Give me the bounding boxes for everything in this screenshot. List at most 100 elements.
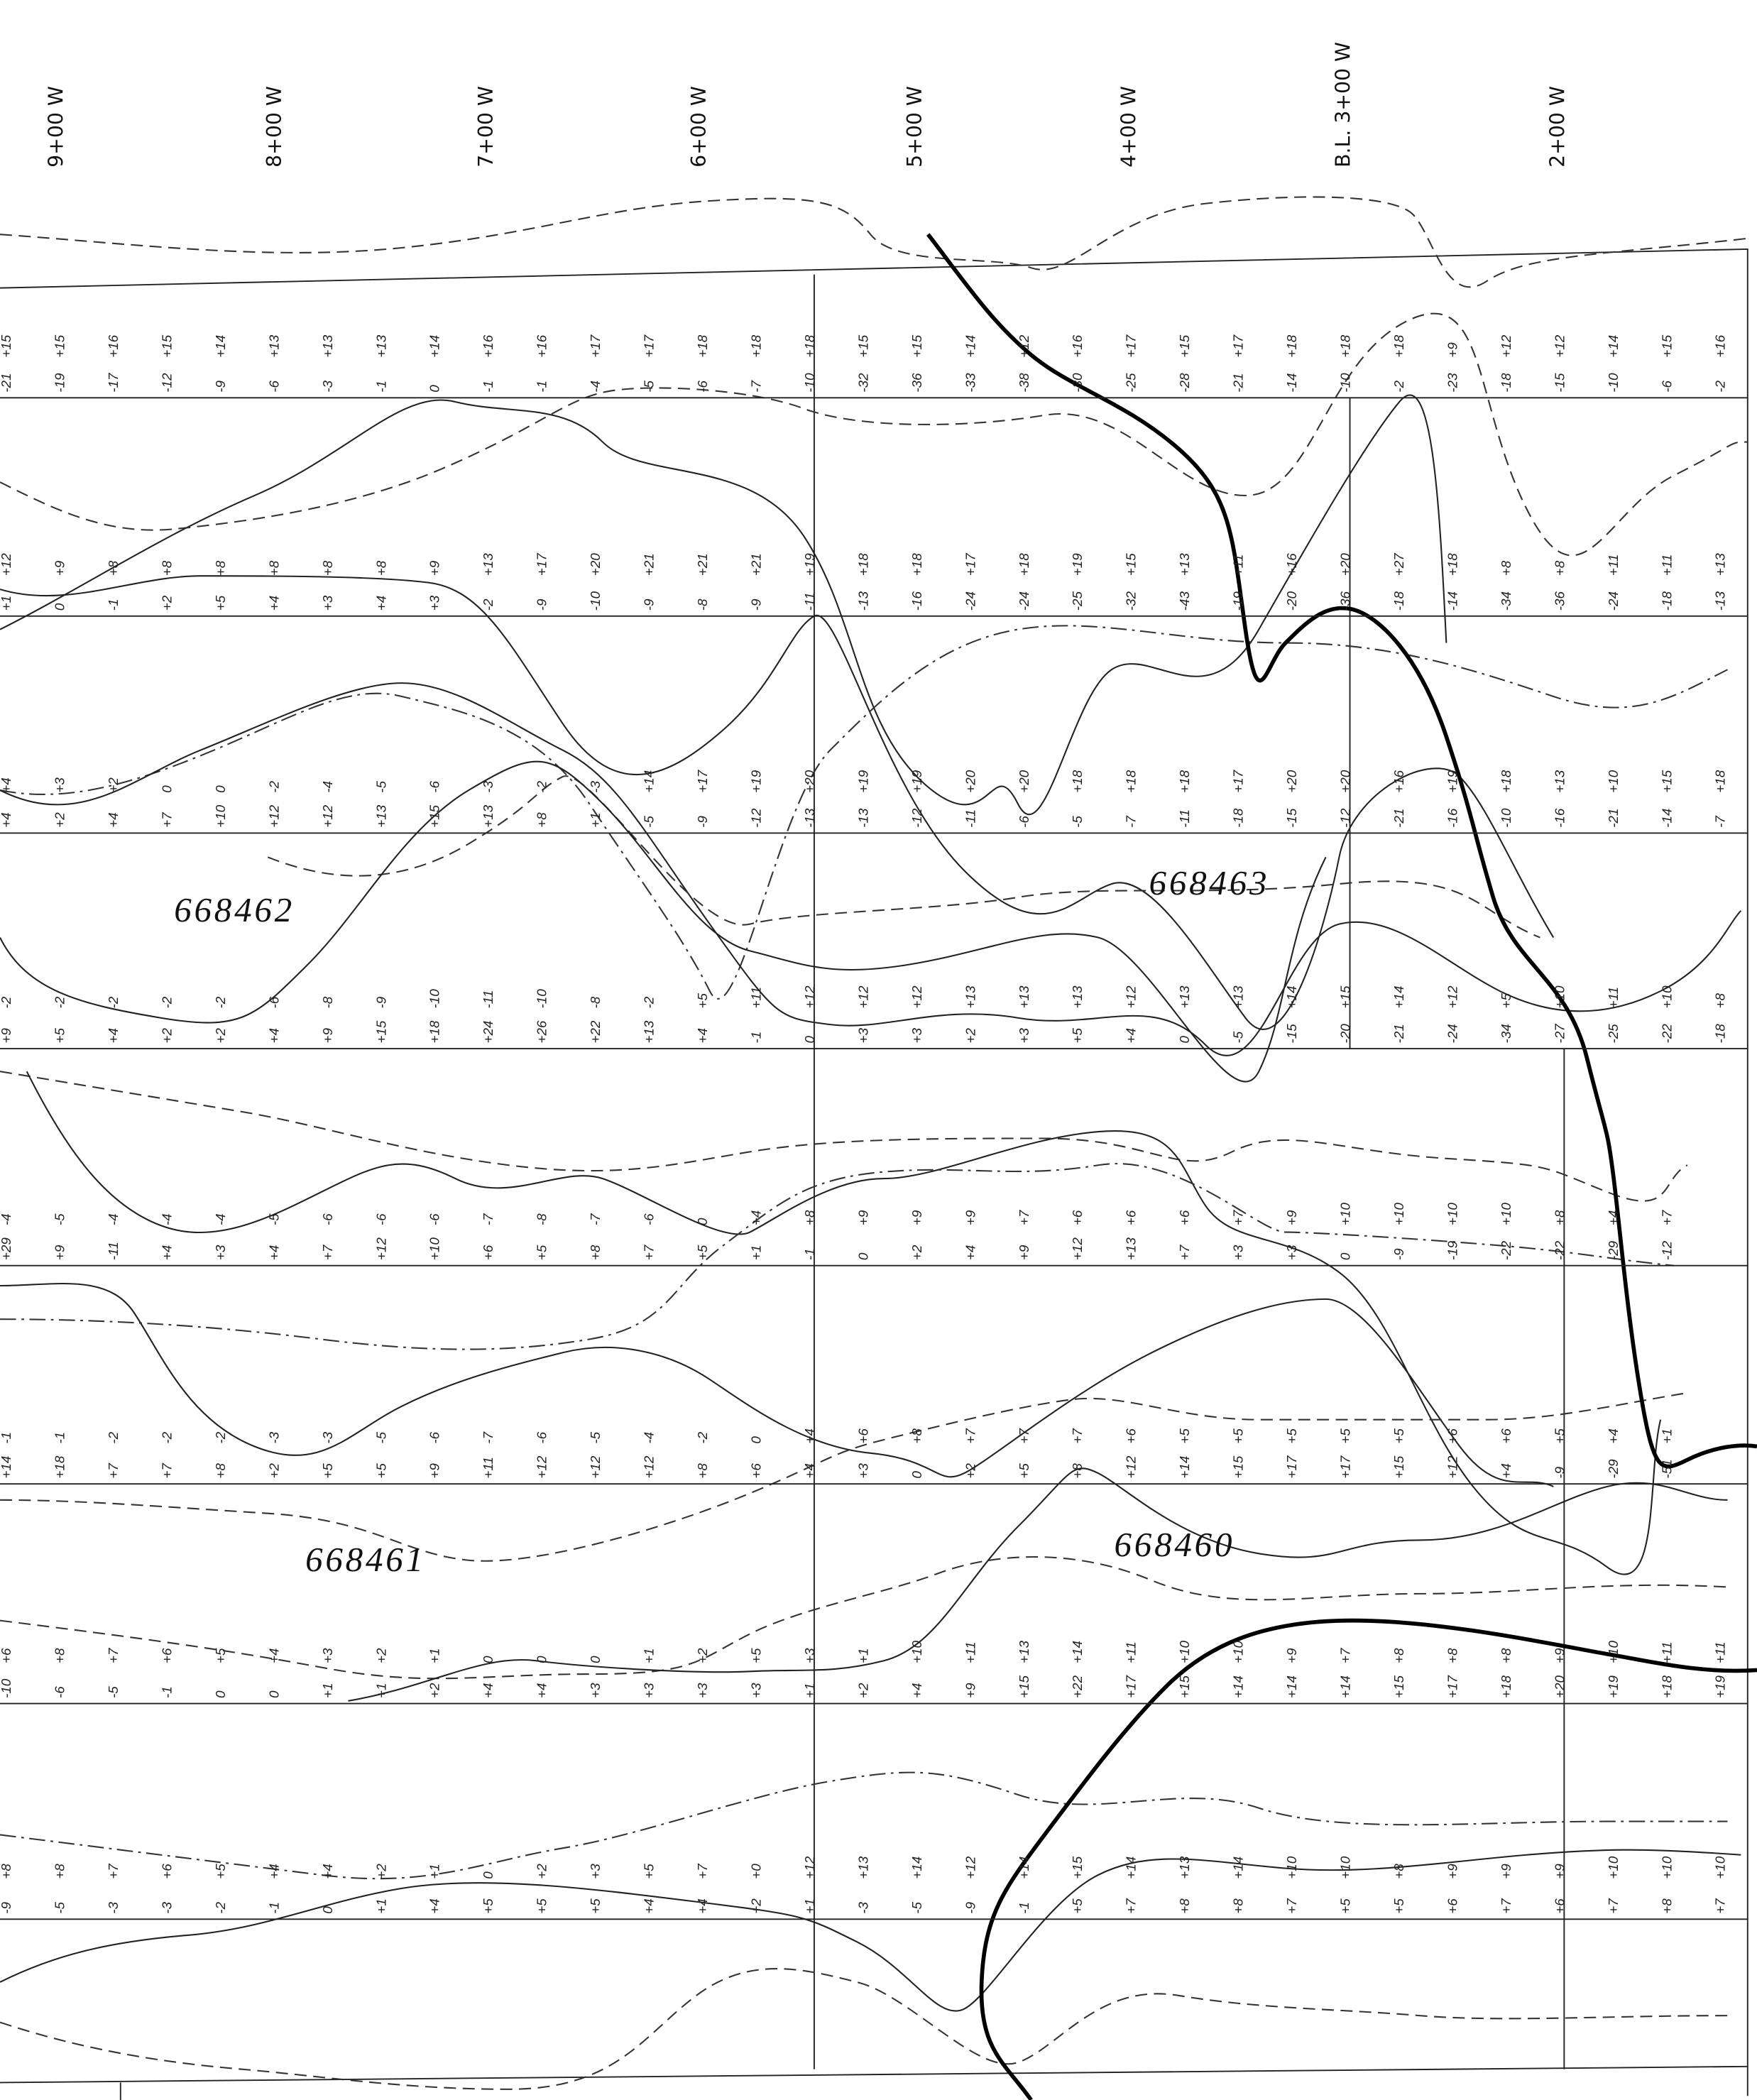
conductor-axis bbox=[928, 234, 1757, 1466]
quadrature-reading: +18 bbox=[1391, 334, 1406, 358]
quadrature-reading: +3 bbox=[53, 777, 67, 793]
quadrature-reading: +18 bbox=[1284, 334, 1299, 358]
in-phase-reading: +9 bbox=[53, 1245, 67, 1260]
quadrature-reading: +15 bbox=[1338, 985, 1353, 1009]
quadrature-reading: +7 bbox=[1231, 1209, 1246, 1225]
in-phase-reading: -17 bbox=[106, 372, 121, 393]
quadrature-reading: +12 bbox=[963, 1856, 978, 1879]
quadrature-reading: -2 bbox=[159, 1431, 174, 1443]
claim-number: 668461 bbox=[305, 1540, 426, 1579]
in-phase-reading: +8 bbox=[588, 1245, 603, 1260]
in-phase-reading: +4 bbox=[373, 596, 388, 611]
in-phase-reading: +5 bbox=[1391, 1898, 1406, 1914]
in-phase-reading: 0 bbox=[1177, 1036, 1192, 1044]
quadrature-reading: +12 bbox=[855, 985, 870, 1009]
in-phase-reading: -5 bbox=[909, 1901, 924, 1913]
in-phase-reading: +7 bbox=[1499, 1898, 1514, 1914]
quadrature-reading: -7 bbox=[588, 1213, 603, 1225]
quadrature-reading: +18 bbox=[748, 334, 763, 358]
in-phase-reading: -12 bbox=[909, 808, 924, 828]
in-phase-reading: +9 bbox=[320, 1028, 335, 1044]
quadrature-reading: +10 bbox=[1606, 1640, 1621, 1663]
in-phase-reading: -1 bbox=[1017, 1902, 1031, 1914]
quadrature-reading: +20 bbox=[588, 553, 603, 576]
grid bbox=[0, 249, 1748, 2100]
quadrature-reading: +8 bbox=[1445, 1648, 1460, 1663]
in-phase-reading: +19 bbox=[1713, 1675, 1728, 1699]
in-phase-reading: +3 bbox=[855, 1028, 870, 1044]
quadrature-reading: +17 bbox=[535, 552, 549, 576]
claim-labels: 668462668463668461668460 bbox=[174, 863, 1269, 1579]
quadrature-reading: +11 bbox=[963, 1641, 978, 1663]
quadrature-reading: -5 bbox=[373, 1431, 388, 1443]
quadrature-reading: +20 bbox=[1338, 553, 1353, 576]
quadrature-reading: +6 bbox=[1124, 1210, 1139, 1225]
in-phase-reading: +2 bbox=[159, 595, 174, 611]
in-phase-reading: +14 bbox=[1284, 1675, 1299, 1698]
quadrature-reading: +5 bbox=[1177, 1428, 1192, 1444]
quadrature-reading: +5 bbox=[1284, 1428, 1299, 1444]
in-phase-reading: -24 bbox=[1606, 591, 1621, 611]
in-phase-reading: +3 bbox=[1231, 1245, 1246, 1260]
in-phase-reading: -22 bbox=[1659, 1024, 1674, 1044]
quadrature-reading: +14 bbox=[427, 335, 442, 358]
in-phase-reading: -10 bbox=[802, 373, 817, 393]
in-phase-reading: +4 bbox=[695, 1898, 710, 1914]
station-label: 4+00 W bbox=[1117, 86, 1141, 168]
quadrature-reading: +8 bbox=[1499, 1648, 1514, 1663]
quadrature-reading: +3 bbox=[588, 1864, 603, 1879]
quadrature-reading: 0 bbox=[535, 1656, 549, 1663]
quadrature-reading: -6 bbox=[427, 1213, 442, 1225]
in-phase-reading: -20 bbox=[1284, 591, 1299, 611]
quadrature-reading: +13 bbox=[1017, 1640, 1031, 1663]
in-phase-reading: +2 bbox=[53, 812, 67, 828]
quadrature-reading: +16 bbox=[1391, 770, 1406, 793]
in-phase-reading: +22 bbox=[588, 1020, 603, 1044]
station-label: 2+00 W bbox=[1545, 86, 1569, 168]
in-phase-reading: +15 bbox=[1391, 1455, 1406, 1479]
quadrature-reading: +5 bbox=[213, 1864, 228, 1879]
in-phase-reading: -10 bbox=[1606, 373, 1621, 393]
quadrature-reading: -2 bbox=[266, 781, 281, 793]
quadrature-reading: +13 bbox=[1070, 985, 1085, 1009]
quadrature-reading: -2 bbox=[106, 1431, 121, 1443]
quadrature-reading: +16 bbox=[1713, 334, 1728, 358]
in-phase-reading: -1 bbox=[106, 598, 121, 611]
quadrature-reading: -5 bbox=[588, 1431, 603, 1443]
quadrature-reading: -4 bbox=[320, 781, 335, 793]
quadrature-reading: +13 bbox=[481, 553, 496, 576]
quadrature-reading: +16 bbox=[535, 334, 549, 358]
in-phase-reading: -33 bbox=[963, 373, 978, 393]
in-phase-reading: -19 bbox=[1445, 1240, 1460, 1260]
quadrature-reading: +4 bbox=[1606, 1428, 1621, 1444]
in-phase-reading: -1 bbox=[748, 1032, 763, 1044]
in-phase-reading: -9 bbox=[535, 598, 549, 611]
in-phase-reading: +11 bbox=[481, 1457, 496, 1479]
quadrature-reading: +7 bbox=[695, 1863, 710, 1879]
in-phase-reading: +7 bbox=[1606, 1898, 1621, 1914]
quadrature-reading: -11 bbox=[481, 990, 496, 1009]
quadrature-reading: +13 bbox=[963, 985, 978, 1009]
in-phase-reading: +4 bbox=[802, 1463, 817, 1479]
profile bbox=[0, 1969, 1727, 2089]
quadrature-reading: -5 bbox=[373, 781, 388, 793]
quadrature-reading: +15 bbox=[855, 334, 870, 358]
station-label: B.L. 3+00 W bbox=[1332, 42, 1355, 168]
in-phase-reading: 0 bbox=[427, 385, 442, 393]
quadrature-reading: +12 bbox=[1124, 985, 1139, 1009]
quadrature-reading: -6 bbox=[320, 1213, 335, 1225]
quadrature-reading: +7 bbox=[963, 1428, 978, 1444]
in-phase-reading: +2 bbox=[855, 1683, 870, 1698]
in-phase-reading: -6 bbox=[266, 380, 281, 392]
quadrature-reading: +15 bbox=[53, 334, 67, 358]
in-phase-reading: +2 bbox=[909, 1245, 924, 1260]
quadrature-reading: +11 bbox=[1606, 987, 1621, 1009]
quadrature-reading: +10 bbox=[1177, 1640, 1192, 1663]
in-phase-reading: +20 bbox=[1552, 1675, 1567, 1699]
in-phase-reading: -24 bbox=[1445, 1024, 1460, 1043]
quadrature-reading: +17 bbox=[1231, 769, 1246, 793]
in-phase-reading: +15 bbox=[1391, 1675, 1406, 1699]
quadrature-reading: +14 bbox=[1070, 1641, 1085, 1663]
in-phase-reading: +4 bbox=[642, 1898, 657, 1914]
in-phase-reading: -29 bbox=[1606, 1240, 1621, 1260]
